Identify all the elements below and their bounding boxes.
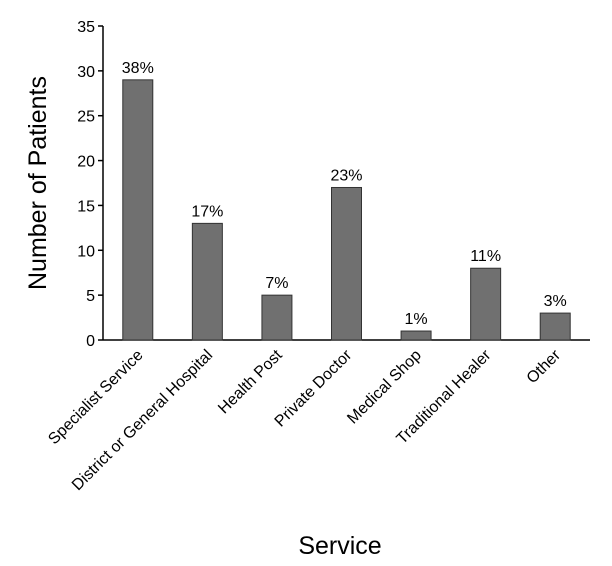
y-axis-title: Number of Patients (24, 76, 52, 290)
value-label: 38% (122, 60, 154, 77)
x-tick-label: Health Post (215, 346, 286, 417)
y-tick-label: 0 (86, 333, 95, 350)
y-tick-label: 10 (77, 243, 95, 260)
value-label: 3% (544, 293, 567, 310)
bar (261, 294, 293, 341)
y-tick-label: 25 (77, 109, 95, 126)
x-tick-label: Other (524, 346, 565, 387)
bar (331, 186, 362, 341)
y-tick-label: 15 (77, 198, 95, 215)
value-label: 23% (330, 167, 362, 184)
bar (400, 330, 432, 341)
bar (470, 267, 502, 341)
y-tick-label: 5 (86, 288, 95, 305)
bar (539, 312, 571, 341)
x-axis-title: Service (298, 532, 381, 560)
y-tick-label: 30 (77, 64, 95, 81)
y-tick-label: 20 (77, 154, 95, 171)
value-label: 7% (265, 275, 288, 292)
bar (191, 222, 223, 341)
bar (122, 79, 154, 341)
value-label: 11% (470, 248, 501, 265)
value-label: 17% (191, 203, 223, 220)
y-tick-label: 35 (77, 19, 95, 36)
value-label: 1% (405, 311, 428, 328)
x-tick-label: District or General Hospital (69, 347, 216, 494)
